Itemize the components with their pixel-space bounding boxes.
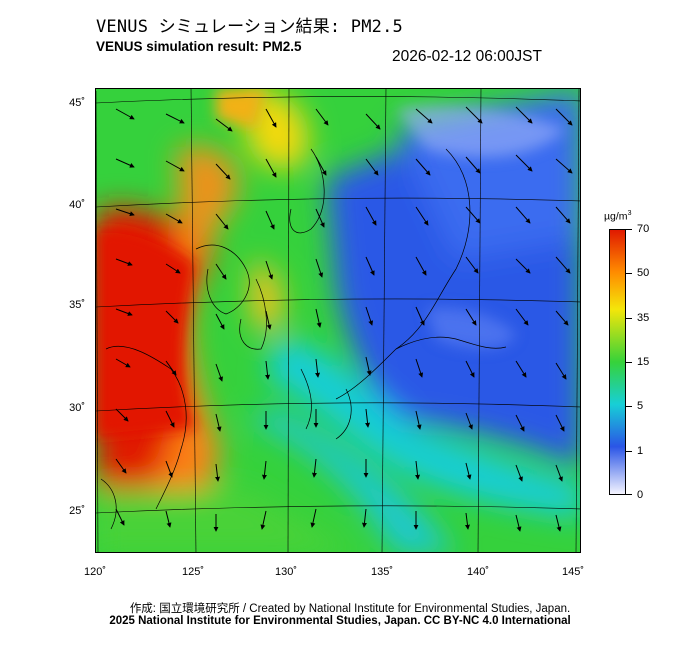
- colorbar-label-35: 35: [637, 312, 650, 324]
- title-english: VENUS simulation result: PM2.5: [96, 39, 302, 54]
- lat-label-35: 35˚: [69, 299, 85, 311]
- lon-label-125: 125˚: [181, 566, 205, 578]
- colorbar-tick: [626, 451, 632, 452]
- colorbar-label-15: 15: [637, 356, 650, 368]
- copyright-line: 2025 National Institute for Environmenta…: [109, 615, 571, 627]
- colorbar: [609, 229, 626, 495]
- credit-line: 作成: 国立環境研究所 / Created by National Instit…: [129, 603, 571, 615]
- colorbar-label-0: 0: [637, 489, 644, 501]
- pm25-map: [95, 88, 581, 553]
- lon-label-130: 130˚: [274, 566, 298, 578]
- colorbar-label-50: 50: [637, 267, 650, 279]
- colorbar-unit: µg/m3: [604, 210, 631, 223]
- colorbar-label-5: 5: [637, 400, 644, 412]
- colorbar-tick: [626, 494, 632, 495]
- wind-vectors: [115, 106, 573, 532]
- colorbar-label-70: 70: [637, 223, 650, 235]
- graticule: [96, 89, 580, 552]
- lon-label-145: 145˚: [561, 566, 585, 578]
- coastlines: [100, 148, 507, 530]
- unit-text: µg/m: [604, 210, 628, 223]
- lat-label-45: 45˚: [69, 97, 85, 109]
- forecast-timestamp: 2026-02-12 06:00JST: [392, 48, 542, 65]
- colorbar-tick: [626, 273, 632, 274]
- lon-label-140: 140˚: [466, 566, 490, 578]
- colorbar-tick: [626, 362, 632, 363]
- lat-label-25: 25˚: [69, 505, 85, 517]
- lat-label-40: 40˚: [69, 199, 85, 211]
- colorbar-tick: [626, 229, 632, 230]
- lon-label-135: 135˚: [370, 566, 394, 578]
- colorbar-tick: [626, 406, 632, 407]
- colorbar-label-1: 1: [637, 445, 644, 457]
- lat-label-30: 30˚: [69, 402, 85, 414]
- concentration-field: [96, 89, 580, 552]
- title-japanese: VENUS シミュレーション結果: PM2.5: [96, 17, 403, 37]
- lon-label-120: 120˚: [83, 566, 107, 578]
- colorbar-tick: [626, 318, 632, 319]
- unit-superscript: 3: [627, 210, 632, 217]
